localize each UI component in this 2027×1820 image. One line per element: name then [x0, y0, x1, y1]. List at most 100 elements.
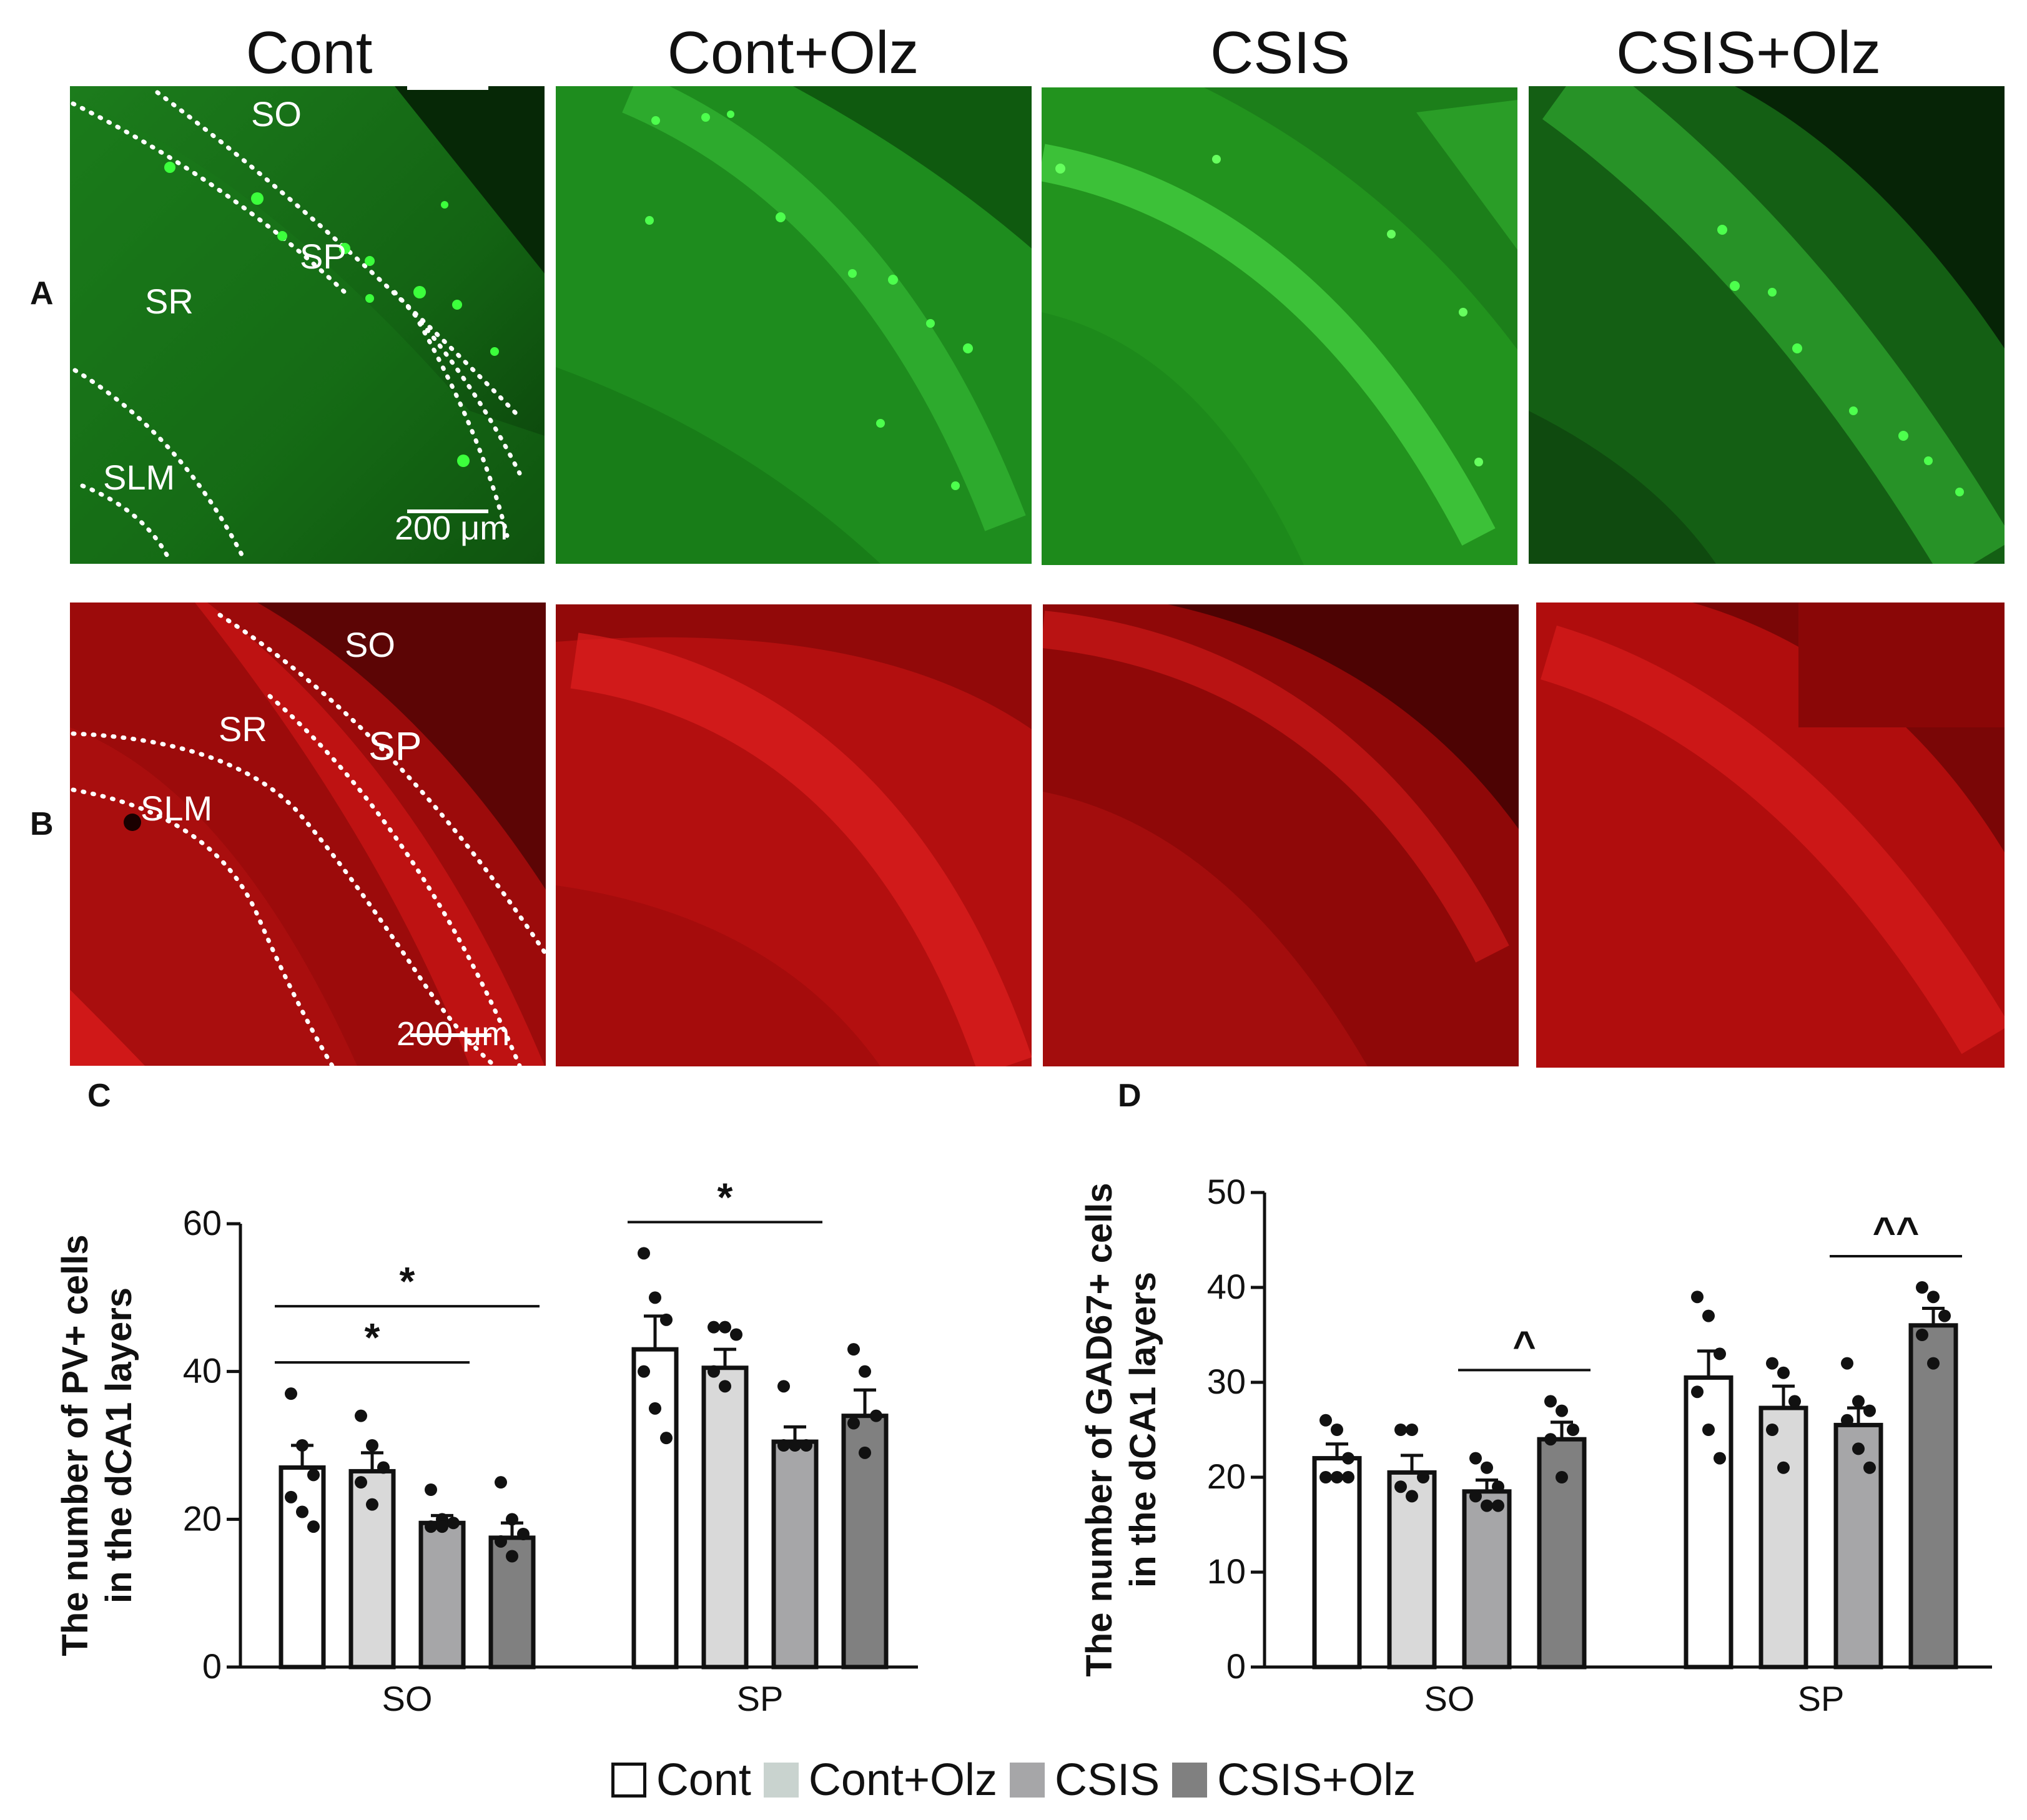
data-point	[1319, 1414, 1332, 1427]
bar-sp-csis-olz	[841, 1414, 889, 1670]
data-point	[1691, 1291, 1704, 1304]
data-point	[660, 1313, 673, 1326]
data-point	[377, 1461, 390, 1474]
significance-label: ^	[1512, 1322, 1536, 1367]
y-axis-label: The number of PV+ cells	[55, 1234, 96, 1656]
micrograph-red-cont	[70, 603, 546, 1066]
y-tick-label: 0	[202, 1646, 222, 1686]
data-point	[1841, 1414, 1853, 1427]
column-title-cont: Cont	[245, 19, 373, 86]
x-category-label: SO	[1424, 1679, 1475, 1718]
bar-sp-cont	[1684, 1375, 1734, 1670]
data-point	[1331, 1471, 1343, 1483]
data-point	[1702, 1424, 1715, 1436]
data-point	[285, 1490, 297, 1503]
data-point	[859, 1446, 871, 1459]
x-category-label: SP	[737, 1679, 784, 1718]
data-point	[1319, 1471, 1332, 1483]
data-point	[789, 1439, 801, 1452]
data-point	[1544, 1433, 1557, 1446]
column-title-cont-olz: Cont+Olz	[667, 19, 919, 86]
layer-sr-a: SR	[145, 282, 194, 321]
significance-label: *	[400, 1259, 415, 1304]
legend-item-csis-olz: CSIS+Olz	[1172, 1754, 1416, 1806]
panel-label-c: C	[87, 1078, 111, 1114]
micrograph-green-cont	[70, 86, 545, 564]
column-title-csis: CSIS	[1210, 19, 1351, 86]
column-title-csis-olz: CSIS+Olz	[1615, 19, 1882, 86]
data-point	[1702, 1309, 1715, 1322]
micrograph-red-cont-olz	[556, 604, 1032, 1066]
bar-so-cont-olz	[1387, 1470, 1437, 1670]
data-point	[1567, 1424, 1579, 1436]
data-point	[1938, 1309, 1951, 1322]
y-tick-label: 20	[1207, 1457, 1246, 1496]
data-point	[638, 1365, 650, 1378]
data-point	[1481, 1499, 1493, 1512]
bar-so-csis	[418, 1520, 466, 1670]
data-point	[730, 1328, 742, 1341]
data-point	[1766, 1357, 1778, 1370]
data-point	[517, 1528, 530, 1540]
micrograph-green-csis	[1042, 87, 1517, 565]
chart-gad67-cells: 0 10 20 30 40 50 The number of GAD67+ cells in …	[1079, 1172, 1992, 1718]
data-point	[1406, 1424, 1418, 1436]
micrograph-green-cont-olz	[556, 86, 1032, 564]
bar-sp-csis	[1833, 1422, 1883, 1670]
row-label-b: B	[30, 806, 54, 842]
data-point	[1777, 1366, 1790, 1379]
layer-sp-a: SP	[300, 237, 347, 276]
y-tick-label: 10	[1207, 1552, 1246, 1591]
legend-item-cont-olz: Cont+Olz	[763, 1754, 997, 1806]
data-point	[1394, 1480, 1407, 1493]
layer-slm-b: SLM	[141, 789, 213, 828]
data-point	[1777, 1461, 1790, 1474]
data-point	[777, 1380, 790, 1393]
micrograph-red-csis-olz	[1536, 603, 2005, 1068]
significance-label: *	[718, 1174, 733, 1219]
data-point	[425, 1483, 437, 1496]
scale-bar-label-b: 200 μm	[397, 1015, 510, 1053]
data-point	[1766, 1424, 1778, 1436]
data-point	[366, 1498, 378, 1511]
x-category-label: SO	[382, 1679, 433, 1718]
data-point	[1544, 1395, 1557, 1408]
data-point	[708, 1365, 720, 1378]
y-tick-label: 50	[1207, 1172, 1246, 1211]
data-point	[649, 1291, 661, 1304]
data-point	[1841, 1357, 1853, 1370]
data-point	[447, 1517, 460, 1530]
y-tick-label: 30	[1207, 1362, 1246, 1401]
y-tick-label: 0	[1226, 1646, 1246, 1686]
data-point	[719, 1321, 731, 1334]
data-point	[1852, 1442, 1865, 1455]
y-tick-label: 20	[183, 1498, 222, 1538]
data-point	[425, 1520, 437, 1533]
x-category-label: SP	[1798, 1679, 1845, 1718]
bar-sp-csis	[771, 1439, 819, 1670]
data-point	[800, 1439, 812, 1452]
row-label-a: A	[30, 275, 54, 312]
data-point	[1342, 1452, 1354, 1465]
y-axis-label: The number of GAD67+ cells	[1079, 1183, 1120, 1676]
significance-label: *	[365, 1315, 380, 1360]
data-point	[1342, 1471, 1354, 1483]
y-tick-label: 40	[1207, 1267, 1246, 1306]
legend-label-csis: CSIS	[1055, 1755, 1160, 1805]
legend-swatch-csis	[1010, 1763, 1045, 1798]
data-point	[870, 1409, 882, 1422]
data-point	[859, 1365, 871, 1378]
legend-swatch-csis-olz	[1172, 1763, 1208, 1798]
data-point	[355, 1476, 367, 1489]
data-point	[1788, 1395, 1801, 1408]
data-point	[1714, 1347, 1726, 1360]
legend-item-csis: CSIS	[1010, 1754, 1160, 1806]
bar-sp-cont	[631, 1347, 679, 1670]
data-point	[719, 1380, 731, 1393]
data-point	[296, 1439, 308, 1452]
legend: Cont Cont+Olz CSIS CSIS+Olz	[0, 1754, 2027, 1806]
data-point	[777, 1439, 790, 1452]
data-point	[495, 1476, 507, 1489]
data-point	[1863, 1461, 1876, 1474]
data-point	[355, 1409, 367, 1422]
